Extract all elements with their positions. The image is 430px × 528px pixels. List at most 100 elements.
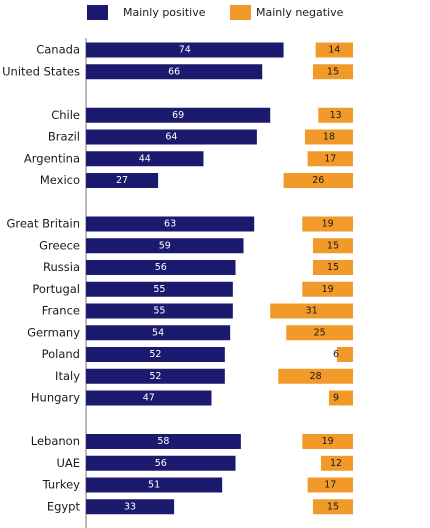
value-label: 56 xyxy=(155,262,167,273)
negative-bar xyxy=(307,477,353,493)
positive-bar xyxy=(86,107,271,123)
positive-bar xyxy=(86,499,175,515)
negative-bar xyxy=(315,42,353,58)
category-label: France xyxy=(42,304,80,318)
category-label: United States xyxy=(2,64,80,78)
value-label: 13 xyxy=(330,110,342,121)
positive-bar xyxy=(86,477,223,493)
negative-bar xyxy=(283,173,353,188)
category-label: Poland xyxy=(42,347,80,361)
negative-bar xyxy=(307,151,353,167)
value-label: 55 xyxy=(153,284,165,295)
category-label: Argentina xyxy=(24,151,80,165)
value-label: 54 xyxy=(152,327,164,338)
positive-bar xyxy=(86,238,244,254)
negative-bar xyxy=(302,281,353,297)
positive-bar xyxy=(86,216,255,232)
negative-bar xyxy=(336,347,353,362)
value-label: 44 xyxy=(139,153,151,164)
positive-bar xyxy=(86,325,231,341)
legend-label: Mainly positive xyxy=(123,6,206,19)
positive-bar xyxy=(86,434,241,449)
value-label: 31 xyxy=(306,306,318,317)
legend-label: Mainly negative xyxy=(256,6,344,19)
positive-bar xyxy=(86,151,204,167)
negative-bar xyxy=(320,455,353,471)
positive-bar xyxy=(86,368,225,384)
negative-bar xyxy=(270,303,353,319)
category-label: Canada xyxy=(36,43,80,57)
value-label: 63 xyxy=(164,219,176,230)
positive-bar xyxy=(86,129,257,145)
negative-bar xyxy=(312,260,353,275)
value-label: 19 xyxy=(322,219,334,230)
value-label: 19 xyxy=(322,284,334,295)
value-label: 52 xyxy=(149,371,161,382)
value-label: 19 xyxy=(322,436,334,447)
value-label: 52 xyxy=(149,349,161,360)
positive-bar xyxy=(86,42,284,58)
category-label: Egypt xyxy=(47,499,81,513)
value-label: 33 xyxy=(124,501,136,512)
value-label: 15 xyxy=(327,262,339,273)
positive-bar xyxy=(86,281,233,297)
category-label: Greece xyxy=(39,238,80,252)
value-label: 17 xyxy=(324,153,336,164)
category-label: UAE xyxy=(56,456,80,470)
negative-bar xyxy=(302,216,353,232)
value-label: 12 xyxy=(330,458,342,469)
value-label: 28 xyxy=(310,371,322,382)
category-label: Lebanon xyxy=(31,434,80,448)
value-label: 56 xyxy=(155,458,167,469)
value-label: 59 xyxy=(159,240,171,251)
category-label: Germany xyxy=(27,325,80,339)
value-label: 6 xyxy=(333,349,339,360)
negative-bar xyxy=(278,368,353,384)
value-label: 25 xyxy=(314,327,326,338)
positive-bar xyxy=(86,303,233,319)
value-label: 15 xyxy=(327,501,339,512)
value-label: 26 xyxy=(312,175,324,186)
value-label: 58 xyxy=(157,436,169,447)
category-label: Turkey xyxy=(42,478,81,492)
value-label: 66 xyxy=(168,66,180,77)
category-label: Brazil xyxy=(48,130,80,144)
category-label: Chile xyxy=(51,108,80,122)
value-label: 69 xyxy=(172,110,184,121)
value-label: 51 xyxy=(148,480,160,491)
category-label: Italy xyxy=(55,369,80,383)
positive-bar xyxy=(86,260,236,275)
value-label: 9 xyxy=(333,393,339,404)
category-label: Mexico xyxy=(40,173,80,187)
value-label: 18 xyxy=(323,132,335,143)
negative-bar xyxy=(304,129,353,145)
legend-swatch xyxy=(87,5,108,20)
negative-bar xyxy=(312,238,353,254)
category-label: Portugal xyxy=(32,282,80,296)
negative-bar xyxy=(312,64,353,80)
category-label: Great Britain xyxy=(6,217,80,231)
legend-swatch xyxy=(230,5,251,20)
category-label: Russia xyxy=(43,260,80,274)
value-label: 74 xyxy=(179,45,191,56)
negative-bar xyxy=(312,499,353,515)
value-label: 17 xyxy=(324,480,336,491)
value-label: 55 xyxy=(153,306,165,317)
positive-bar xyxy=(86,390,212,406)
value-label: 15 xyxy=(327,66,339,77)
value-label: 47 xyxy=(143,393,155,404)
negative-bar xyxy=(328,390,353,406)
positive-bar xyxy=(86,347,225,362)
positive-bar xyxy=(86,173,159,188)
category-label: Hungary xyxy=(31,391,80,405)
value-label: 14 xyxy=(328,45,340,56)
value-label: 64 xyxy=(165,132,177,143)
negative-bar xyxy=(318,107,353,123)
value-label: 15 xyxy=(327,240,339,251)
positive-bar xyxy=(86,455,236,471)
positive-bar xyxy=(86,64,263,80)
value-label: 27 xyxy=(116,175,128,186)
negative-bar xyxy=(286,325,353,341)
negative-bar xyxy=(302,434,353,449)
